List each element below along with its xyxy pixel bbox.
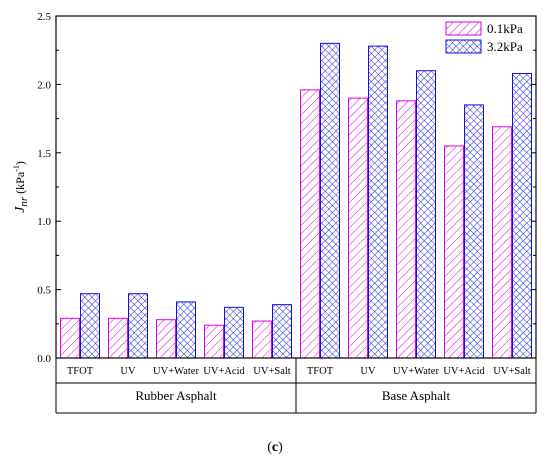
bar-high <box>512 72 532 359</box>
legend-label: 0.1kPa <box>487 21 523 36</box>
bar-low <box>492 126 512 359</box>
figure-caption: (c) <box>0 440 550 456</box>
bar-low <box>156 319 176 359</box>
group-label: Base Asphalt <box>382 388 451 403</box>
legend-label: 3.2kPa <box>487 39 523 54</box>
category-label: TFOT <box>67 366 94 377</box>
caption-label: c <box>271 440 279 455</box>
bar-high <box>80 293 100 359</box>
category-label: TFOT <box>307 366 334 377</box>
bar-low <box>252 320 272 359</box>
y-axis-label-sup: -1 <box>12 165 21 172</box>
caption-close: ) <box>278 440 283 455</box>
bar-high <box>464 104 484 359</box>
bar-low <box>108 317 128 359</box>
category-label: UV+Salt <box>253 366 291 377</box>
legend-swatch-high <box>445 39 482 54</box>
bar-high <box>416 70 436 359</box>
bar-high <box>272 304 292 359</box>
bar-high <box>368 45 388 359</box>
caption-open: ( <box>267 440 272 455</box>
category-label: UV+Acid <box>203 366 245 377</box>
y-axis-label-unit: (kPa <box>13 171 27 197</box>
group-label: Rubber Asphalt <box>135 388 217 403</box>
bar-high <box>320 42 340 359</box>
bar-low <box>60 317 80 359</box>
bar-high <box>176 301 196 359</box>
bar-low <box>396 100 416 359</box>
bar-high <box>224 306 244 359</box>
y-tick-label: 0.0 <box>37 353 51 365</box>
y-tick-label: 1.5 <box>37 148 51 160</box>
y-axis-label-unit-close: ) <box>13 161 27 165</box>
y-tick-label: 2.5 <box>37 11 51 23</box>
plot-area: TFOT UV UV+Water UV+Acid UV+Salt TFOT UV UV+Wat… <box>37 11 537 414</box>
y-tick-label: 1.0 <box>37 216 51 228</box>
bar-low <box>204 324 224 359</box>
category-label: UV+Water <box>393 366 439 377</box>
category-label: UV+Water <box>153 366 199 377</box>
y-axis-label-sub: nr <box>18 196 30 207</box>
y-tick-label: 0.5 <box>37 285 51 297</box>
y-axis-label: Jnr (kPa-1) <box>12 161 30 213</box>
bar-low <box>444 145 464 359</box>
bar-low <box>348 97 368 359</box>
bar-low <box>300 89 320 359</box>
category-label: UV <box>120 366 136 377</box>
y-tick-label: 2.0 <box>37 79 51 91</box>
y-axis-label-main: J <box>13 206 28 213</box>
category-label: UV+Salt <box>493 366 531 377</box>
bar-high <box>128 293 148 359</box>
category-label: UV+Acid <box>443 366 485 377</box>
legend-swatch-low <box>445 21 482 36</box>
category-label: UV <box>360 366 376 377</box>
